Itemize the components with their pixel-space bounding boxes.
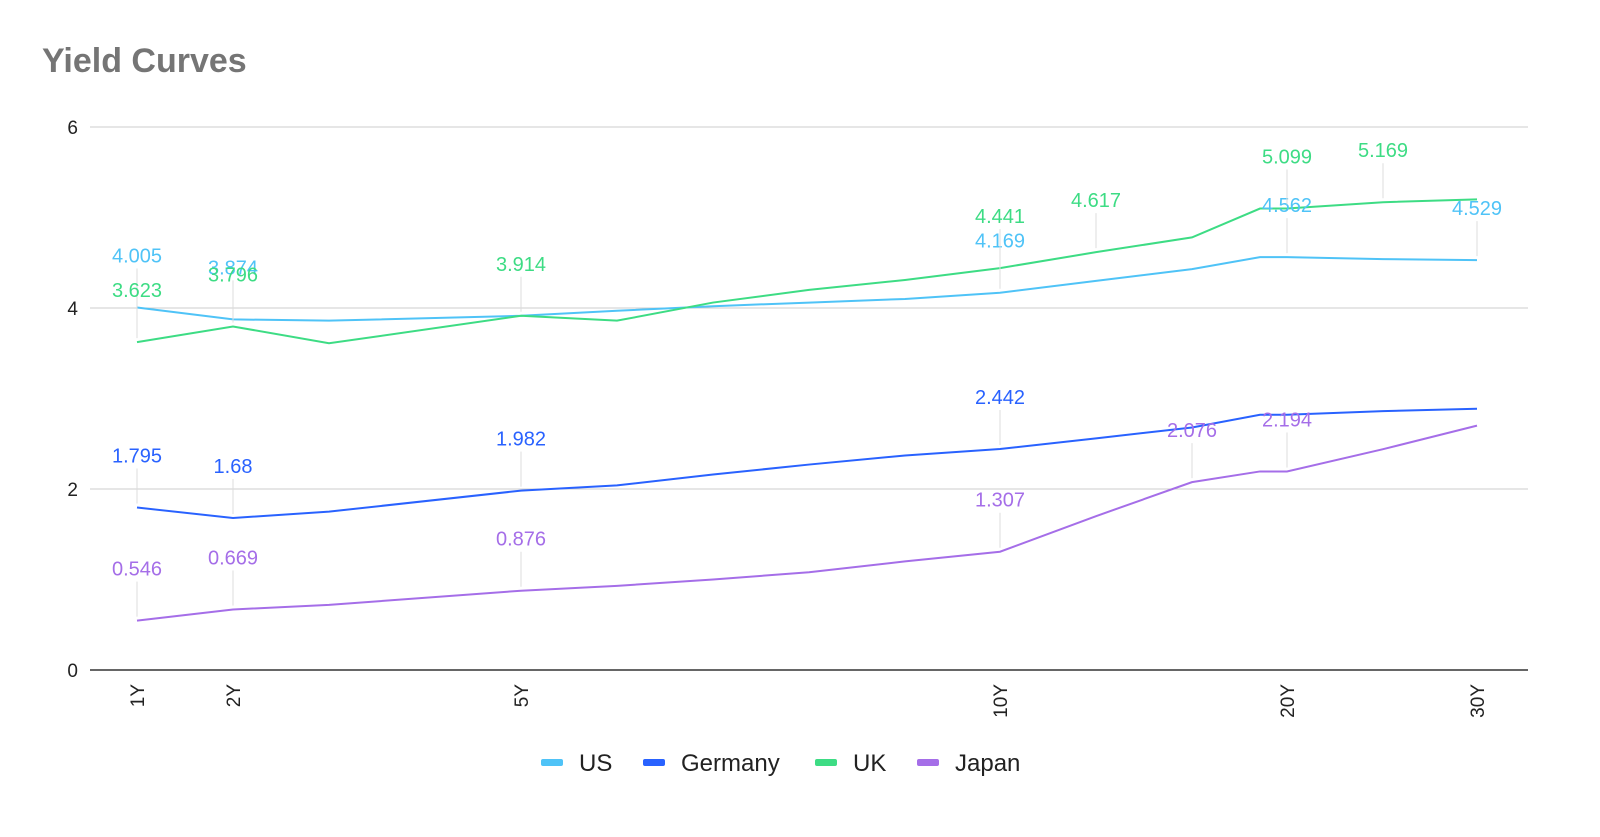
series-line-germany [136, 407, 1478, 519]
y-tick-label-6: 6 [67, 118, 78, 139]
chart-title: Yield Curves [42, 42, 247, 80]
data-label-uk-11: 4.617 [1071, 190, 1121, 212]
data-label-japan-2: 0.669 [208, 547, 258, 569]
axis-layer: 0 2 4 6 1Y 2Y 5Y 10Y 20Y 30Y [67, 118, 1528, 718]
data-label-japan-13: 2.194 [1262, 409, 1312, 431]
legend-item-uk: UK [815, 750, 886, 777]
y-tick-label-4: 4 [67, 299, 78, 320]
data-label-uk-5: 3.914 [496, 254, 546, 276]
grid-layer [90, 126, 1528, 490]
series-line-us [136, 256, 1478, 322]
legend-swatch-germany [643, 759, 665, 766]
legend-item-germany: Germany [643, 750, 780, 777]
data-label-uk-2: 3.796 [208, 264, 258, 286]
data-label-us-30: 4.529 [1452, 198, 1502, 220]
data-label-germany-5: 1.982 [496, 429, 546, 451]
legend-swatch-uk [815, 759, 837, 766]
x-tick-label-2Y: 2Y [224, 684, 245, 708]
data-label-germany-2: 1.68 [214, 456, 253, 478]
data-label-uk-1: 3.623 [112, 280, 162, 302]
legend-label-us: US [579, 750, 612, 777]
series-layer [136, 198, 1478, 622]
x-tick-label-30Y: 30Y [1468, 684, 1489, 718]
data-label-japan-12: 2.076 [1167, 420, 1217, 442]
x-tick-label-1Y: 1Y [128, 684, 149, 708]
legend-swatch-us [541, 759, 563, 766]
legend-label-japan: Japan [955, 750, 1020, 777]
legend: US Germany UK Japan [541, 750, 1020, 777]
data-label-us-2: 3.874 [208, 257, 258, 279]
legend-label-germany: Germany [681, 750, 780, 777]
legend-label-uk: UK [853, 750, 886, 777]
data-label-uk-10: 4.441 [975, 206, 1025, 228]
series-line-uk [136, 198, 1478, 345]
data-label-us-20: 4.562 [1262, 195, 1312, 217]
data-label-japan-5: 0.876 [496, 529, 546, 551]
legend-item-us: US [541, 750, 612, 777]
x-tick-label-5Y: 5Y [512, 684, 533, 708]
data-label-japan-1: 0.546 [112, 559, 162, 581]
data-label-uk-25: 5.169 [1358, 140, 1408, 162]
y-tick-label-2: 2 [67, 480, 78, 501]
data-label-germany-1: 1.795 [112, 446, 162, 468]
data-label-germany-10: 2.442 [975, 387, 1025, 409]
data-label-uk-20: 5.099 [1262, 147, 1312, 169]
x-tick-label-10Y: 10Y [991, 684, 1012, 718]
data-label-us-1: 4.005 [112, 246, 162, 268]
x-tick-label-20Y: 20Y [1278, 684, 1299, 718]
series-line-japan [136, 424, 1478, 622]
legend-swatch-japan [917, 759, 939, 766]
legend-item-japan: Japan [917, 750, 1020, 777]
y-tick-label-0: 0 [67, 661, 78, 682]
data-label-japan-10: 1.307 [975, 490, 1025, 512]
